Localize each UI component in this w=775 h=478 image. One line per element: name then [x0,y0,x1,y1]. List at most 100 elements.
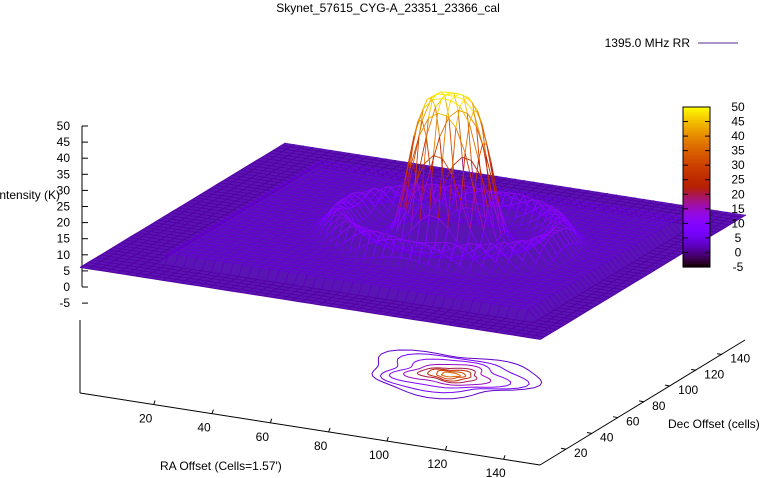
mesh-segment [291,152,301,156]
mesh-segment [224,261,234,264]
mesh-segment [210,259,216,273]
mesh-segment [183,236,188,241]
mesh-segment [500,275,511,279]
mesh-segment [410,216,421,220]
mesh-segment [336,203,346,209]
mesh-segment [506,324,517,327]
mesh-segment [312,165,323,168]
mesh-segment [523,304,533,308]
mesh-segment [282,232,293,235]
mesh-segment [293,240,303,243]
mesh-segment [444,196,455,201]
mesh-segment [288,159,293,163]
mesh-segment [470,322,476,326]
x-tick-label: 100 [369,448,389,462]
mesh-segment [614,228,625,231]
mesh-segment [535,262,546,271]
mesh-segment [274,237,284,240]
mesh-segment [525,331,531,335]
mesh-segment [275,244,285,247]
mesh-segment [176,278,186,282]
mesh-segment [593,206,603,209]
mesh-segment [268,255,278,258]
mesh-segment [483,279,493,282]
mesh-segment [405,168,411,211]
mesh-segment [308,223,318,225]
mesh-segment [214,204,219,208]
mesh-segment [555,232,566,247]
mesh-segment [301,235,311,238]
mesh-segment [219,182,229,185]
mesh-segment [625,211,631,216]
x-tick-label: 80 [314,439,328,453]
mesh-segment [367,199,373,203]
mesh-segment [244,284,250,288]
mesh-segment [283,180,289,184]
mesh-segment [262,167,268,172]
mesh-segment [540,272,551,276]
mesh-segment [229,274,239,278]
mesh-segment [266,242,276,245]
mesh-segment [400,304,410,307]
mesh-segment [302,211,307,215]
mesh-segment [268,180,279,183]
mesh-segment [271,190,282,193]
mesh-segment [213,250,219,255]
mesh-segment [281,142,286,146]
mesh-segment [370,236,381,245]
mesh-segment [337,157,343,161]
mesh-segment [271,169,277,173]
mesh-segment [340,169,350,172]
mesh-segment [283,267,294,270]
mesh-segment [412,250,418,256]
mesh-segment [452,156,463,166]
mesh-segment [611,234,617,238]
mesh-segment [243,189,253,192]
mesh-segment [318,257,323,261]
mesh-segment [288,268,294,272]
mesh-segment [457,110,463,158]
mesh-segment [166,212,171,216]
mesh-segment [209,225,215,229]
mesh-segment [111,266,117,270]
mesh-segment [175,213,180,217]
mesh-segment [473,184,479,189]
mesh-segment [292,238,298,242]
mesh-segment [550,280,561,284]
mesh-segment [439,136,445,184]
mesh-segment [156,241,167,244]
mesh-segment [235,216,241,220]
mesh-segment [235,169,241,174]
mesh-segment [220,214,225,218]
mesh-segment [486,303,492,316]
mesh-segment [108,249,119,252]
mesh-segment [331,165,336,169]
mesh-segment [578,228,589,232]
mesh-segment [341,176,351,179]
mesh-segment [424,315,430,319]
mesh-segment [543,292,554,295]
mesh-segment [652,247,657,251]
mesh-segment [597,266,608,279]
mesh-segment [631,199,641,203]
mesh-segment [581,194,591,198]
mesh-segment [334,275,340,280]
mesh-segment [92,257,97,261]
mesh-segment [518,200,524,212]
mesh-segment [284,186,290,190]
mesh-segment [296,156,306,160]
mesh-segment [330,290,341,293]
mesh-segment [410,271,416,276]
mesh-segment [401,308,406,312]
mesh-segment [297,207,302,211]
mesh-segment [340,207,351,220]
mesh-segment [523,194,534,200]
mesh-segment [203,242,209,247]
mesh-segment [599,195,604,199]
mesh-segment [335,193,345,197]
mesh-segment [243,211,249,215]
mesh-segment [711,221,721,224]
mesh-segment [350,177,361,180]
mesh-segment [333,269,339,273]
mesh-segment [165,236,175,239]
